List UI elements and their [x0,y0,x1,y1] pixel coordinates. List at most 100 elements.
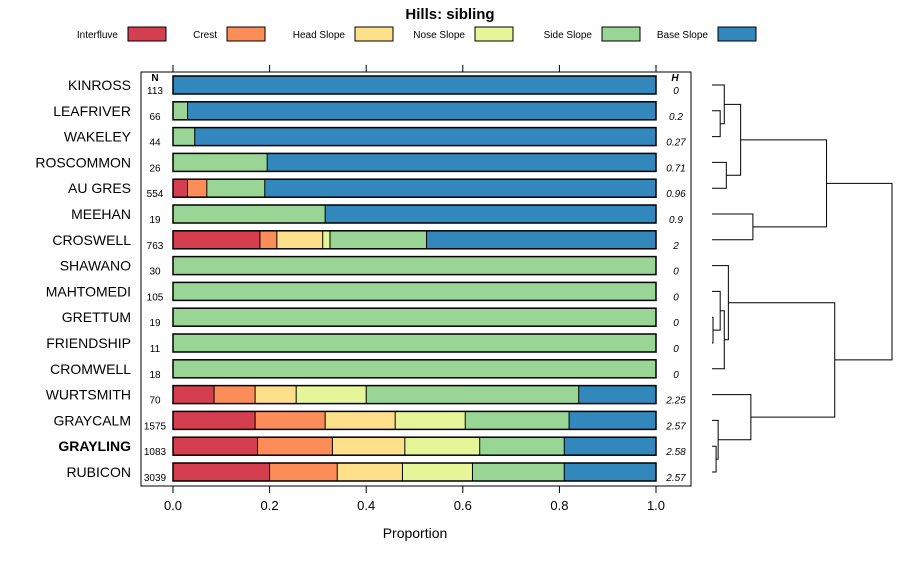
bar-segment-side-slope [173,153,268,172]
chart-title: Hills: sibling [405,6,494,23]
bar-outline [172,410,657,431]
h-value: 0 [673,292,679,303]
bar-segment-base-slope [194,127,657,146]
row-label-wakeley: WAKELEY [64,129,132,145]
h-value: 2.57 [665,421,686,432]
x-tick-label: 1.0 [647,498,665,513]
h-value: 2.57 [665,473,686,484]
n-value: 1083 [144,447,167,458]
n-value: 44 [149,138,161,149]
n-value: 113 [147,86,163,97]
bar-segment-crest [259,230,277,249]
dendrogram-link [712,84,725,125]
bar-segment-side-slope [173,256,656,275]
bar-outline [172,462,657,482]
bar-segment-side-slope [206,179,265,198]
row-label-wurtsmith: WURTSMITH [46,387,131,403]
n-value: 18 [149,370,161,381]
bar-segment-nose-slope [395,411,466,430]
h-value: 2 [672,241,679,252]
dendrogram-link [712,110,721,138]
dendrogram-link [712,213,754,241]
bar-segment-nose-slope [322,230,330,249]
bar-outline [172,178,657,198]
legend-label-crest: Crest [193,30,217,41]
n-value: 30 [149,267,161,278]
h-value: 0.71 [666,163,685,174]
bar-segment-base-slope [187,101,657,120]
bar-segment-side-slope [479,437,565,456]
h-value: 0.2 [669,112,683,123]
bar-segment-nose-slope [402,463,473,481]
row-label-rubicon: RUBICON [66,464,131,480]
row-label-cromwell: CROMWELL [50,361,131,377]
h-value: 0 [673,267,679,278]
row-label-friendship: FRIENDSHIP [46,335,131,351]
bar-outline [172,436,657,456]
x-tick-label: 0.8 [550,498,568,513]
bar-segment-interfluve [173,385,215,404]
dendrogram-link [728,302,836,418]
n-value: 70 [149,396,161,407]
bar-segment-side-slope [465,411,570,430]
bar-segment-head-slope [276,230,323,249]
bar-segment-base-slope [325,205,656,223]
legend-swatch-base-slope [717,26,757,42]
legend-swatch-head-slope [354,26,394,42]
bar-segment-interfluve [173,411,256,430]
legend-swatch-crest [226,26,266,42]
bar-segment-crest [257,437,333,456]
bar-segment-side-slope [329,230,427,249]
legend-swatch-nose-slope [474,26,514,42]
bar-segment-base-slope [264,179,656,198]
h-value: 0 [673,344,679,355]
bar-outline [172,384,657,405]
bar-segment-head-slope [332,437,405,456]
h-header: H [671,73,679,84]
bar-segment-base-slope [426,230,656,249]
n-value: 1575 [144,421,167,432]
bar-segment-head-slope [255,385,297,404]
h-value: 0 [673,370,679,381]
bar-segment-side-slope [366,385,579,404]
bar-outline [172,204,657,224]
bar-segment-side-slope [173,359,656,378]
bar-segment-head-slope [337,463,403,481]
bar-segment-side-slope [173,101,188,120]
n-value: 554 [147,189,164,200]
n-value: 19 [149,215,161,226]
h-value: 0 [673,86,679,97]
bar-segment-crest [255,411,326,430]
bar-segment-side-slope [173,334,656,352]
bar-segment-side-slope [173,205,326,223]
legend-label-head-slope: Head Slope [293,30,346,41]
legend: Interfluve Crest Head Slope Nose Slope Side … [77,26,757,42]
bar-segment-crest [187,179,207,198]
n-value: 105 [147,292,164,303]
bar-segment-interfluve [173,437,258,456]
bar-segment-base-slope [564,463,656,481]
bar-outline [172,359,657,379]
bar-segment-side-slope [173,282,656,301]
h-value: 0.27 [666,138,686,149]
h-value: 0 [673,318,679,329]
legend-swatch-side-slope [601,26,641,42]
bar-outline [172,152,657,173]
x-tick-label: 0.2 [261,498,279,513]
dendrogram-link [712,419,719,460]
n-value: 19 [149,318,161,329]
bar-outline [172,281,657,302]
bar-segment-crest [269,463,338,481]
h-value: 0.9 [669,215,683,226]
row-label-meehan: MEEHAN [71,206,131,222]
bar-segment-head-slope [325,411,396,430]
bar-segment-nose-slope [296,385,367,404]
dendrogram-link [740,139,828,228]
x-tick-label: 0.6 [454,498,472,513]
legend-swatch-interfluve [127,26,167,42]
bar-outline [172,230,657,250]
bar-segment-interfluve [173,230,260,249]
n-value: 26 [149,163,161,174]
x-tick-label: 0.0 [164,498,182,513]
